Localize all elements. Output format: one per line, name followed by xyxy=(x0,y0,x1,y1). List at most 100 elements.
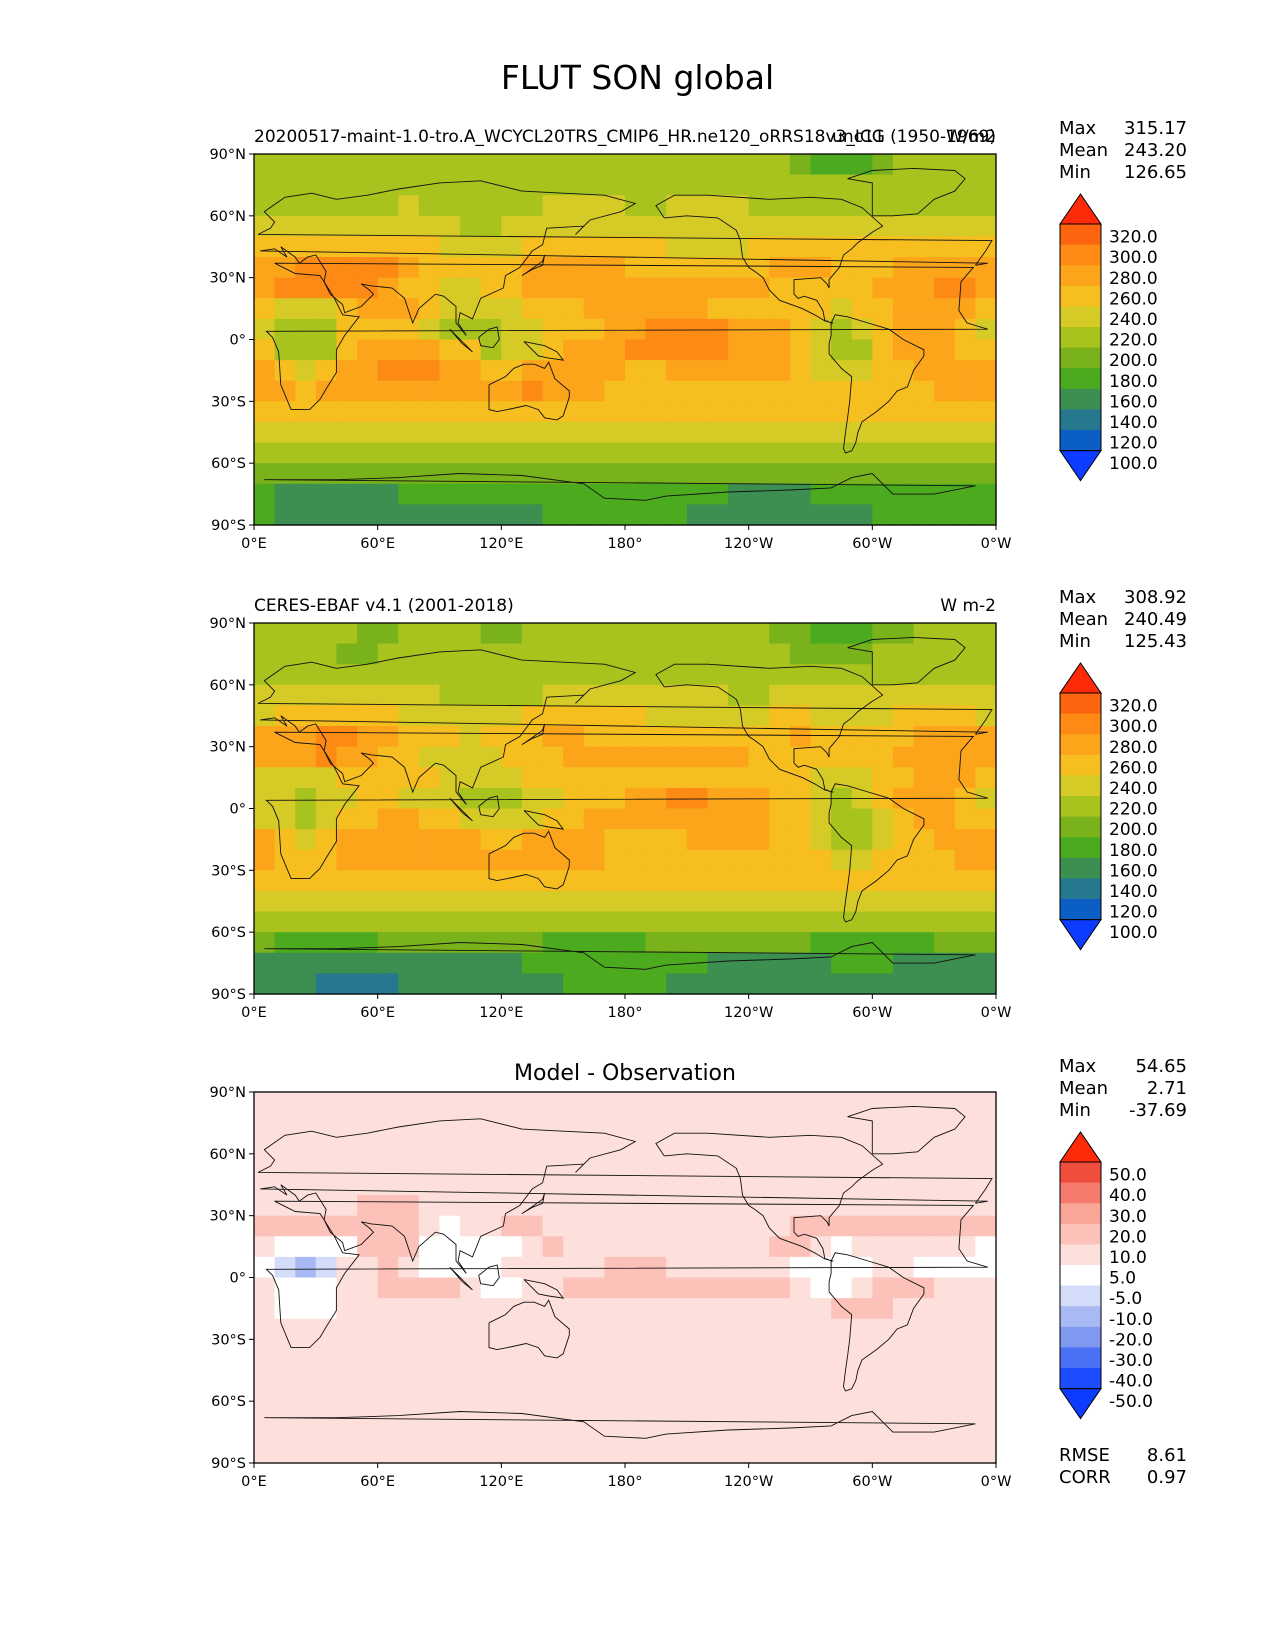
data-cell xyxy=(913,1318,935,1340)
data-cell xyxy=(810,1421,832,1443)
data-cell xyxy=(851,1195,873,1217)
data-cell xyxy=(501,1133,523,1155)
x-tick-label: 120°E xyxy=(479,536,523,552)
data-cell xyxy=(934,1112,956,1134)
data-cell xyxy=(645,421,667,444)
colorbar-tick-label: 220.0 xyxy=(1109,331,1158,351)
data-cell xyxy=(769,1318,791,1340)
data-cell xyxy=(418,870,441,892)
data-cell xyxy=(480,360,502,382)
data-cell xyxy=(666,174,688,196)
data-cell xyxy=(460,973,482,995)
data-cell xyxy=(336,1112,358,1134)
data-cell xyxy=(769,705,791,727)
data-cell xyxy=(954,767,976,789)
colorbar-segment xyxy=(1060,878,1101,900)
data-cell xyxy=(748,746,770,768)
y-tick-label: 60°S xyxy=(211,925,246,941)
data-cell xyxy=(707,746,729,768)
data-cell xyxy=(501,463,523,485)
data-cell xyxy=(769,684,791,707)
data-cell xyxy=(439,746,461,768)
data-cell xyxy=(604,1421,626,1443)
data-cell xyxy=(913,664,935,686)
data-cell xyxy=(418,504,441,526)
data-cell xyxy=(418,911,441,933)
data-cell xyxy=(831,1277,853,1299)
data-cell xyxy=(851,870,873,892)
data-cell xyxy=(460,1133,482,1155)
data-cell xyxy=(625,360,647,382)
data-cell xyxy=(954,1236,976,1258)
data-cell xyxy=(460,236,482,258)
data-cell xyxy=(563,1277,585,1299)
data-cell xyxy=(336,643,358,665)
data-cell xyxy=(748,483,770,505)
data-cell xyxy=(645,849,667,871)
data-cell xyxy=(563,1442,585,1464)
data-cell xyxy=(851,1421,873,1443)
data-cell xyxy=(789,911,812,933)
data-cell xyxy=(748,257,770,279)
data-cell xyxy=(254,298,276,320)
data-cell xyxy=(831,1318,853,1340)
data-cell xyxy=(563,973,585,995)
data-cell xyxy=(563,1112,585,1134)
data-cell xyxy=(666,767,688,789)
data-cell xyxy=(357,1236,379,1258)
data-cell xyxy=(542,360,564,382)
data-cell xyxy=(295,401,317,423)
data-cell xyxy=(975,339,997,361)
data-cell xyxy=(254,1174,276,1196)
data-cell xyxy=(357,1298,379,1320)
data-cell xyxy=(728,298,750,320)
data-cell xyxy=(295,1401,317,1423)
data-cell xyxy=(707,1092,729,1114)
data-cell xyxy=(521,973,544,995)
data-cell xyxy=(645,1174,667,1196)
data-cell xyxy=(439,1339,461,1361)
data-cell xyxy=(686,318,709,341)
data-cell xyxy=(769,1277,791,1299)
data-cell xyxy=(274,1380,296,1402)
data-cell xyxy=(583,174,605,196)
colorbar-tick-label: 20.0 xyxy=(1109,1227,1147,1247)
data-cell xyxy=(954,829,976,851)
data-cell xyxy=(625,787,647,810)
data-cell xyxy=(521,1339,544,1361)
data-cell xyxy=(295,870,317,892)
data-cell xyxy=(480,1277,502,1299)
data-cell xyxy=(645,483,667,505)
data-cell xyxy=(583,623,605,645)
colorbar-extend-min xyxy=(1059,450,1102,482)
data-cell xyxy=(748,932,770,954)
data-cell xyxy=(934,705,956,727)
data-cell xyxy=(460,1092,482,1114)
data-cell xyxy=(418,1195,441,1217)
data-cell xyxy=(583,1359,605,1382)
data-cell xyxy=(377,787,399,810)
data-cell xyxy=(975,360,997,382)
data-cell xyxy=(810,1442,832,1464)
data-cell xyxy=(501,643,523,665)
data-cell xyxy=(501,1380,523,1402)
data-cell xyxy=(831,1442,853,1464)
data-cell xyxy=(728,1421,750,1443)
data-cell xyxy=(892,215,915,238)
data-cell xyxy=(686,623,709,645)
data-cell xyxy=(934,870,956,892)
data-cell xyxy=(336,932,358,954)
data-cell xyxy=(336,1401,358,1423)
data-cell xyxy=(604,1339,626,1361)
data-cell xyxy=(645,1112,667,1134)
data-cell xyxy=(769,1153,791,1176)
data-cell xyxy=(789,932,812,954)
data-cell xyxy=(377,808,399,830)
data-cell xyxy=(686,1133,709,1155)
coastline xyxy=(257,1118,993,1274)
data-cell xyxy=(831,1133,853,1155)
data-cell xyxy=(583,1174,605,1196)
data-cell xyxy=(295,1215,317,1237)
data-cell xyxy=(604,504,626,526)
data-cell xyxy=(377,339,399,361)
